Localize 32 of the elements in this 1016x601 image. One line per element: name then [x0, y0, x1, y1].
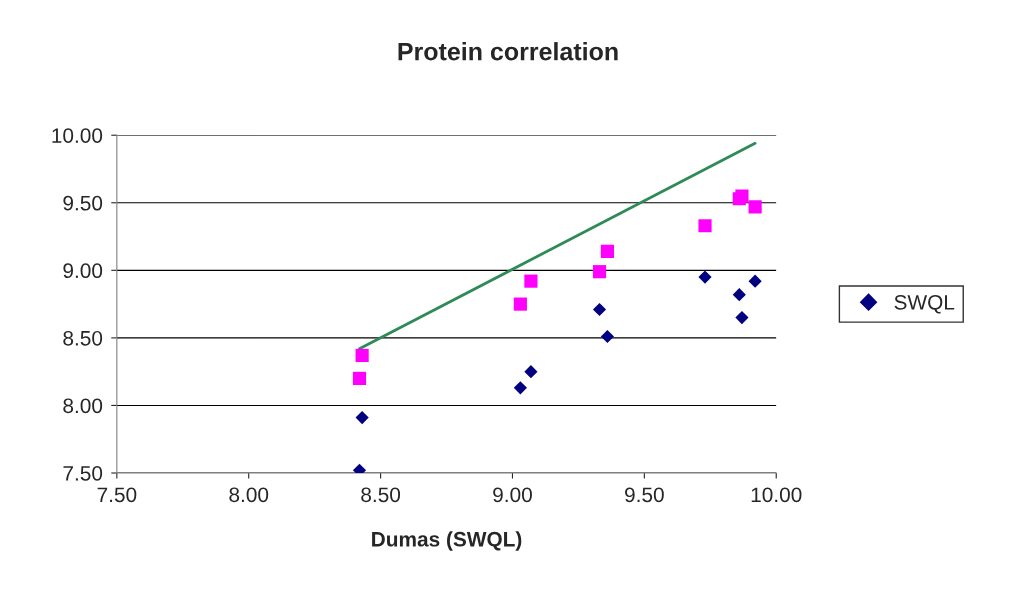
x-tick-label: 9.50: [625, 487, 664, 503]
point: [524, 274, 538, 288]
x-tick-label: 9.00: [493, 487, 532, 503]
point: [352, 371, 367, 385]
point: [355, 348, 369, 363]
y-tick-label: 9.00: [63, 263, 103, 279]
point: [748, 274, 762, 288]
point: [735, 311, 749, 325]
point: [592, 302, 607, 317]
y-tick-label: 9.50: [63, 195, 103, 211]
point: [513, 381, 527, 395]
point: [600, 244, 615, 258]
point: [600, 329, 615, 344]
x-tick-label: 7.50: [97, 487, 137, 503]
point: [698, 270, 712, 284]
y-tick-label: 7.50: [63, 465, 103, 481]
point: [592, 265, 607, 279]
point: [355, 411, 369, 425]
y-tick-label: 8.50: [63, 330, 103, 346]
point: [698, 219, 712, 233]
y-tick-label: 10.00: [52, 128, 103, 143]
point: [732, 288, 746, 302]
x-axis-title: Dumas (SWQL): [372, 531, 522, 551]
x-tick-label: 8.00: [229, 487, 269, 503]
legend-label: SWQL: [894, 294, 955, 314]
y-tick-label: 8.00: [63, 398, 103, 414]
point: [524, 365, 538, 379]
point: [513, 297, 527, 311]
chart-title: Protein correlation: [398, 42, 618, 61]
x-tick-label: 10.00: [751, 487, 802, 503]
x-tick-label: 8.50: [361, 487, 401, 503]
point: [748, 200, 762, 214]
